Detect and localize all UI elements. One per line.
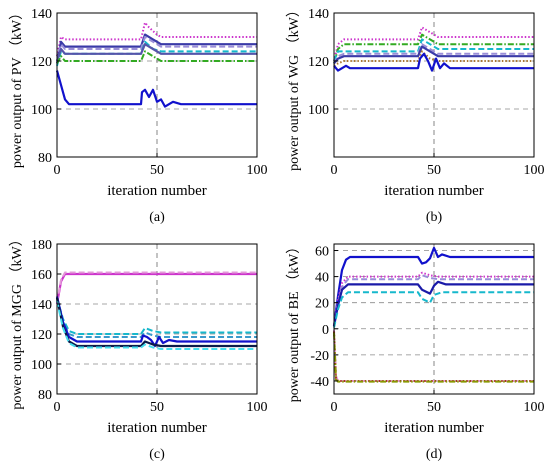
chart-1-series-4 (333, 45, 534, 65)
chart-0-xtick-label-0: 0 (54, 163, 61, 178)
chart-2-series-6 (56, 300, 257, 350)
chart-0-series-6 (55, 70, 257, 108)
chart-2-series-2 (56, 297, 257, 335)
chart-2-ytick-label-5: 180 (31, 238, 52, 253)
chart-2: 80 100 120 140 160 180 0 50 100 iteration number p… (9, 232, 268, 462)
chart-1-xlabel: iteration number (384, 183, 484, 199)
chart-1-ytick-label-0: 100 (308, 103, 329, 118)
chart-1-series-1 (333, 33, 534, 64)
chart-3-series-6 (333, 331, 534, 382)
chart-3-series-3 (332, 280, 534, 327)
chart-1-xtick-label-0: 0 (331, 163, 338, 178)
chart-3-caption: (d) (426, 447, 443, 462)
chart-2-xtick-label-2: 100 (247, 400, 268, 415)
chart-1-ylabel: power output of WG （kW） (286, 3, 302, 171)
chart-0-ytick-label-0: 80 (38, 151, 52, 166)
chart-0-caption: (a) (149, 210, 165, 225)
chart-2-xlabel: iteration number (107, 420, 207, 436)
chart-3-ytick-label-3: 20 (315, 297, 329, 312)
chart-3-series-0 (332, 246, 534, 327)
chart-0-ytick-label-3: 140 (31, 7, 52, 22)
chart-2-ytick-label-3: 140 (31, 298, 52, 313)
chart-3: -40 -20 0 20 40 60 0 50 100 iteration number power… (286, 240, 545, 462)
chart-0-xlabel: iteration number (107, 183, 207, 199)
chart-2-ytick-label-0: 80 (38, 388, 52, 403)
chart-2-ytick-label-2: 120 (31, 328, 52, 343)
chart-3-series-4 (333, 291, 534, 328)
chart-3-ytick-label-4: 40 (315, 271, 329, 286)
chart-1: 100 120 140 0 50 100 iteration number power out… (286, 3, 545, 225)
chart-0-series-4 (55, 43, 257, 62)
chart-1-xtick-label-2: 100 (524, 163, 545, 178)
chart-3-ytick-label-5: 60 (315, 245, 329, 260)
chart-1-xtick-label-1: 50 (427, 163, 441, 178)
chart-0-xtick-label-2: 100 (247, 163, 268, 178)
chart-0: 80 100 120 140 0 50 100 iteration number power o… (9, 6, 268, 225)
chart-1-ytick-label-2: 140 (308, 7, 329, 22)
chart-3-xlabel: iteration number (384, 420, 484, 436)
chart-3-series-1 (333, 271, 534, 326)
chart-2-series-4 (55, 296, 257, 348)
chart-1-series-2 (333, 38, 534, 62)
chart-2-caption: (c) (149, 447, 165, 462)
chart-1-caption: (b) (426, 210, 443, 225)
chart-0-series-0 (56, 21, 257, 57)
chart-0-ylabel: power output of PV （kW） (9, 6, 25, 168)
chart-0-series-5 (56, 50, 257, 64)
chart-1-series-0 (333, 26, 534, 62)
chart-1-ytick-label-1: 120 (308, 55, 329, 70)
chart-0-series-2 (56, 36, 257, 62)
chart-1-series-6 (333, 52, 534, 72)
chart-3-ytick-label-1: -20 (310, 349, 329, 364)
chart-0-xtick-label-1: 50 (150, 163, 164, 178)
chart-2-series-1 (56, 271, 257, 303)
chart-2-ytick-label-4: 160 (31, 268, 52, 283)
chart-0-ytick-label-1: 100 (31, 103, 52, 118)
chart-2-xtick-label-1: 50 (150, 400, 164, 415)
chart-3-xtick-label-2: 100 (524, 400, 545, 415)
chart-0-ytick-label-2: 120 (31, 55, 52, 70)
chart-3-xtick-label-1: 50 (427, 400, 441, 415)
chart-2-xtick-label-0: 0 (54, 400, 61, 415)
chart-2-ylabel: power output of MGG （kW） (9, 232, 25, 409)
chart-3-ylabel: power output of BE （kW） (286, 240, 302, 403)
chart-3-xtick-label-0: 0 (331, 400, 338, 415)
chart-2-ytick-label-1: 100 (31, 358, 52, 373)
chart-3-ytick-label-0: -40 (310, 375, 329, 390)
chart-3-ytick-label-2: 0 (322, 323, 329, 338)
